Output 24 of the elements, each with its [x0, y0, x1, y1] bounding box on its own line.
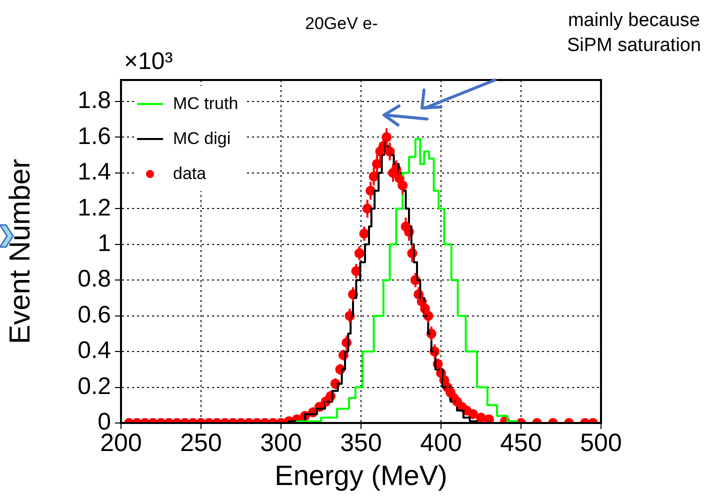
x-tick-label: 450	[500, 428, 542, 457]
legend-label: data	[173, 164, 206, 184]
x-tick-label: 250	[180, 428, 222, 457]
x-tick-label: 400	[420, 428, 462, 457]
y-tick-label: 0.4	[78, 337, 111, 364]
y-tick-label: 1	[98, 230, 111, 257]
x-tick-label: 500	[580, 428, 622, 457]
y-tick-label: 1.4	[78, 158, 111, 186]
y-tick-label: 1.8	[78, 87, 111, 114]
y-tick-label: 0.8	[78, 266, 111, 293]
legend-label: MC digi	[173, 128, 231, 148]
y-tick-label: 1.6	[78, 122, 111, 150]
text: mainly because SiPM saturation	[566, 9, 702, 58]
x-tick-label: 200	[100, 428, 142, 457]
y-tick-label: 1.2	[78, 194, 111, 222]
x-tick-label: 300	[260, 428, 302, 457]
y-tick-label: 0.6	[78, 301, 111, 328]
x-tick-label: 350	[340, 428, 382, 457]
legend-label: MC truth	[173, 94, 238, 114]
x-axis-title: Energy (MeV)	[274, 460, 448, 491]
text: ×10³	[124, 48, 173, 76]
y-axis-title: Event Number	[4, 158, 36, 344]
chart-title: 20GeV e-	[305, 14, 378, 34]
y-tick-label: 0.2	[78, 372, 111, 400]
